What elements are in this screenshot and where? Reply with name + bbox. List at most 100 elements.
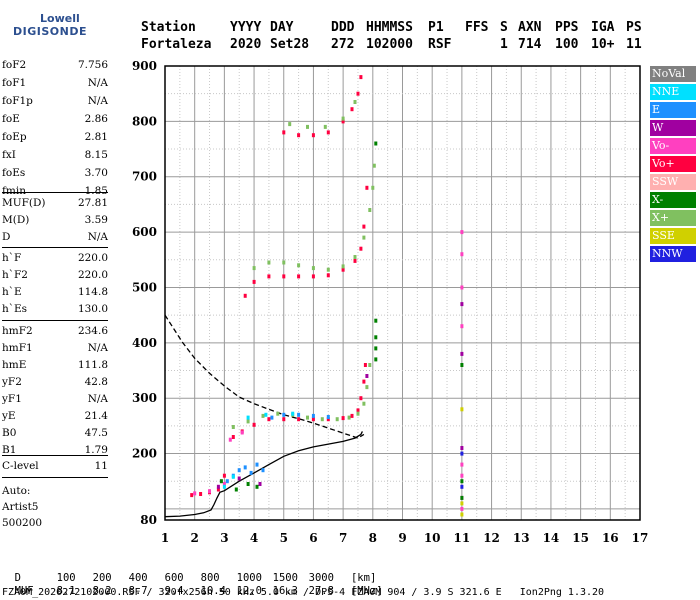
param-value: 27.81 <box>77 197 108 209</box>
param-name: foEs <box>2 167 26 179</box>
echo-point-x <box>356 411 360 416</box>
distance-value: 400 <box>128 572 148 584</box>
x-tick-label: 12 <box>483 531 500 545</box>
x-tick-label: 8 <box>369 531 377 545</box>
logo-lowell: Lowell <box>40 12 80 25</box>
autoscale-text: 500200 <box>2 517 43 529</box>
echo-point-vo <box>311 417 315 422</box>
echo-point-e <box>282 412 286 417</box>
echo-point-vo <box>350 107 354 112</box>
echo-point-vo <box>341 267 345 272</box>
param-value: 111.8 <box>77 359 108 371</box>
echo-point-x <box>368 208 372 212</box>
distance-value: 3000 <box>308 572 334 584</box>
distance-value: 200 <box>92 572 112 584</box>
param-yf1: yF1 N/A <box>2 393 108 411</box>
param-value: N/A <box>87 231 108 243</box>
autoscale-line3: 500200 <box>2 517 108 535</box>
param-name: fmin <box>2 185 26 197</box>
param-value: 2.81 <box>84 131 108 143</box>
echo-point-x <box>297 263 301 268</box>
y-tick-label: 600 <box>132 225 157 239</box>
header-label-ffs: FFS <box>465 20 489 35</box>
param-value: 234.6 <box>77 325 108 337</box>
echo-point-e <box>237 468 241 473</box>
echo-point-w <box>258 482 262 486</box>
echo-point-vo <box>362 379 366 384</box>
param-fxi: fxI 8.15 <box>2 149 108 167</box>
muf-row: MUF 8.1 8.2 8.7 9.4 10.4 12.0 16.3 27.8 [MHz] <box>2 573 383 597</box>
echo-point-x <box>460 479 464 484</box>
echo-point-sse <box>460 407 464 412</box>
echo-point-vo <box>243 293 247 298</box>
param-muf-d: MUF(D) 27.81 <box>2 197 108 215</box>
param-name: yE <box>2 410 16 422</box>
echo-point-vo <box>190 493 194 498</box>
param-name: foE <box>2 113 20 125</box>
logo-digisonde: DIGISONDE <box>13 25 87 38</box>
echo-point-e <box>261 468 265 473</box>
legend-item-w: W <box>650 120 696 136</box>
echo-point-x <box>371 185 375 190</box>
echo-point-w <box>237 476 241 481</box>
x-tick-label: 10 <box>424 531 441 545</box>
echo-point-vo <box>297 274 301 279</box>
echo-point-x <box>326 267 330 272</box>
echo-point-e <box>225 479 229 484</box>
echo-point-vo <box>252 279 256 284</box>
echo-point-x <box>374 357 378 362</box>
echo-point-e <box>326 415 330 419</box>
echo-point-e <box>255 462 259 467</box>
param-foes: foEs 3.70 <box>2 167 108 185</box>
echo-point-x <box>320 417 324 422</box>
param-c-level: C-level 11 <box>2 460 108 478</box>
legend-item-nne: NNE <box>650 84 696 100</box>
param-hmf2: hmF2 234.6 <box>2 325 108 343</box>
echo-point-vo <box>326 417 330 422</box>
echo-point-vo <box>460 473 464 478</box>
param-name: B0 <box>2 427 17 439</box>
echo-point-vo <box>267 417 271 422</box>
param-hf2: h`F2 220.0 <box>2 269 108 287</box>
x-tick-label: 9 <box>398 531 406 545</box>
param-name: foF1p <box>2 95 33 107</box>
echo-point-vo <box>252 422 256 427</box>
echo-point-x <box>335 417 339 422</box>
echo-point-x <box>341 116 345 121</box>
param-d: D N/A <box>2 231 108 249</box>
echo-point-x <box>246 419 250 424</box>
echo-point-x <box>231 425 235 429</box>
header-value-ps: 11 <box>626 37 642 52</box>
distance-value: 800 <box>200 572 220 584</box>
distance-row: D 100 200 400 600 800 1000 1500 3000 [km] <box>2 560 377 584</box>
header-value-iga: 10+ <box>591 37 615 52</box>
echo-point-vo <box>326 273 330 278</box>
echo-point-vo <box>460 506 464 511</box>
param-value: 8.15 <box>84 149 108 161</box>
param-hme: hmE 111.8 <box>2 359 108 377</box>
echo-point-vo <box>359 396 363 401</box>
header-label-s: S <box>500 20 508 35</box>
echo-point-x <box>362 235 366 240</box>
legend-item-sse: SSE <box>650 228 696 244</box>
param-name: h`F2 <box>2 269 28 281</box>
header-label-iga: IGA <box>591 20 615 35</box>
param-name: h`E <box>2 286 22 298</box>
echo-point-x <box>374 318 378 323</box>
echo-point-e <box>243 465 247 470</box>
echo-point-vo <box>282 274 286 279</box>
echo-point-x <box>362 401 366 406</box>
echo-point-nne <box>222 484 226 489</box>
x-tick-label: 7 <box>339 531 347 545</box>
echo-point-x <box>261 413 265 418</box>
echo-point-x <box>306 415 309 420</box>
x-tick-label: 17 <box>632 531 649 545</box>
echo-point-sse <box>460 512 464 517</box>
header-label-p1: P1 <box>428 20 444 35</box>
echo-point-w <box>216 484 220 489</box>
param-yf2: yF2 42.8 <box>2 376 108 394</box>
param-name: foEp <box>2 131 27 143</box>
param-fof2: foF2 7.756 <box>2 59 108 77</box>
param-name: hmE <box>2 359 27 371</box>
header-label-station: Station <box>141 20 196 35</box>
